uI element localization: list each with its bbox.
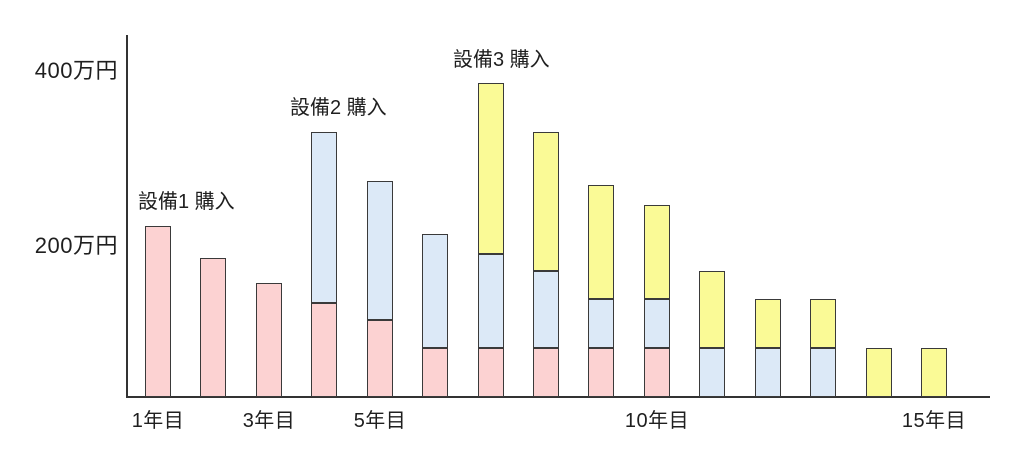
bar-year-11: [699, 270, 726, 397]
bar-segment-equipment1: [145, 225, 171, 397]
bar-segment-equipment1: [477, 348, 504, 397]
bar-segment-equipment2: [533, 270, 559, 349]
annotation-equipment1-purchase: 設備1 購入: [138, 191, 235, 213]
bar-year-8: [533, 132, 559, 397]
bar-segment-equipment3: [533, 132, 559, 271]
bar-segment-equipment2: [643, 299, 670, 349]
bar-segment-equipment3: [643, 205, 670, 300]
bar-year-3: [255, 282, 282, 397]
bar-segment-equipment2: [477, 254, 504, 349]
bar-segment-equipment1: [200, 258, 227, 397]
bar-year-14: [865, 348, 892, 397]
bar-segment-equipment1: [643, 348, 670, 397]
bar-year-4: [311, 132, 338, 397]
bar-segment-equipment2: [366, 181, 393, 320]
bar-segment-equipment1: [255, 282, 282, 397]
y-axis-line: [126, 35, 128, 398]
bar-year-13: [810, 299, 837, 397]
bar-segment-equipment1: [588, 348, 615, 397]
bar-segment-equipment3: [865, 348, 892, 397]
y-axis-label-200: 200万円: [34, 233, 118, 258]
bar-year-12: [754, 299, 781, 397]
annotation-equipment3-purchase: 設備3 購入: [453, 49, 550, 71]
annotation-equipment2-purchase: 設備2 購入: [290, 97, 387, 119]
bar-segment-equipment2: [588, 299, 615, 349]
bar-year-7: [477, 83, 504, 397]
x-axis-label-year10: 10年目: [624, 410, 690, 432]
bar-year-10: [643, 205, 670, 397]
bar-segment-equipment3: [699, 270, 726, 349]
x-axis-label-year1: 1年目: [131, 410, 185, 432]
bar-segment-equipment3: [477, 83, 504, 255]
bar-year-5: [366, 181, 393, 397]
bar-segment-equipment2: [699, 348, 726, 397]
bar-year-9: [588, 185, 615, 397]
x-axis-label-year3: 3年目: [242, 410, 296, 432]
bar-segment-equipment3: [754, 299, 781, 349]
bar-year-6: [422, 234, 449, 397]
bar-segment-equipment2: [422, 234, 449, 349]
bar-segment-equipment1: [366, 319, 393, 397]
bar-year-15: [921, 348, 948, 397]
bar-segment-equipment2: [311, 132, 338, 304]
bar-segment-equipment3: [588, 185, 615, 300]
bar-segment-equipment3: [810, 299, 837, 349]
bar-segment-equipment2: [810, 348, 837, 397]
bar-year-1: [145, 225, 171, 397]
bar-year-2: [200, 258, 227, 397]
bar-segment-equipment1: [533, 348, 559, 397]
x-axis-line: [126, 396, 990, 398]
bar-segment-equipment1: [311, 303, 338, 397]
bar-segment-equipment2: [754, 348, 781, 397]
y-axis-label-400: 400万円: [34, 58, 118, 83]
x-axis-label-year15: 15年目: [901, 410, 967, 432]
bar-segment-equipment3: [921, 348, 948, 397]
x-axis-label-year5: 5年目: [353, 410, 407, 432]
bar-segment-equipment1: [422, 348, 449, 397]
